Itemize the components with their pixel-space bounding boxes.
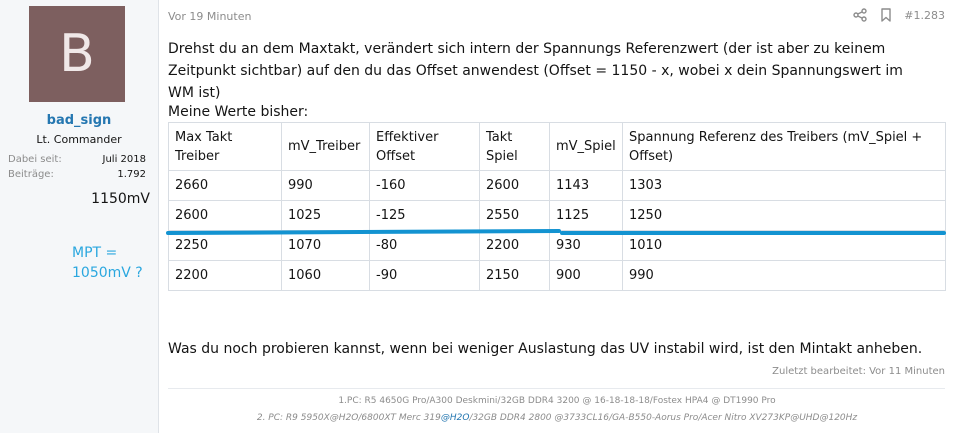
signature-line-2-part-a: 2. PC: R9 5950X@H2O/6800XT Merc 319 [256,413,441,423]
table-cell: 2600 [168,200,282,231]
signature-line-1: 1.PC: R5 4650G Pro/A300 Deskmini/32GB DD… [338,396,776,406]
posts-value: 1.792 [117,169,146,180]
table-cell: -160 [369,170,480,201]
post-number[interactable]: #1.283 [904,8,945,22]
table-cell: 2660 [168,170,282,201]
table-header-cell: mV_Treiber [281,122,370,171]
annotation-mpt-line1: MPT = [72,245,118,261]
table-row: 2600 1025 -125 2550 1125 1250 [168,200,946,231]
table-cell: 1143 [549,170,623,201]
bookmark-icon[interactable] [878,7,894,23]
table-cell: 2200 [168,260,282,291]
posts-stat: Beiträge: 1.792 [8,169,146,180]
table-header-cell: Spannung Referenz des Treibers (mV_Spiel… [622,122,946,171]
user-title: Lt. Commander [36,133,122,146]
table-cell: 1250 [622,200,946,231]
table-header-cell: mV_Spiel [549,122,623,171]
annotation-voltage: 1150mV [91,191,150,207]
table-cell: 1010 [622,230,946,261]
table-row: 2200 1060 -90 2150 900 990 [168,260,946,291]
last-edited-note: Zuletzt bearbeitet: Vor 11 Minuten [772,366,945,377]
table-cell: -90 [369,260,480,291]
table-cell: -80 [369,230,480,261]
posts-label: Beiträge: [8,169,54,180]
table-cell: 2250 [168,230,282,261]
table-header-cell: Max Takt Treiber [168,122,282,171]
table-cell: -125 [369,200,480,231]
table-cell: 990 [281,170,370,201]
table-cell: 2150 [479,260,550,291]
username-link[interactable]: bad_sign [46,113,112,128]
table-cell: 1303 [622,170,946,201]
joined-value: Juli 2018 [102,154,146,165]
annotation-mpt: MPT = 1050mV ? [72,243,143,283]
table-cell: 1025 [281,200,370,231]
table-header-cell: Takt Spiel [479,122,550,171]
table-row: 2250 1070 -80 2200 930 1010 [168,230,946,261]
table-cell: 2550 [479,200,550,231]
highlight-underline-right [560,231,946,235]
table-row: 2660 990 -160 2600 1143 1303 [168,170,946,201]
table-cell: 1060 [281,260,370,291]
avatar-letter: B [59,24,95,84]
signature-line-2: 2. PC: R9 5950X@H2O/6800XT Merc 319@H2O/… [168,413,946,423]
table-cell: 900 [549,260,623,291]
values-table: Max Takt Treiber mV_Treiber Effektiver O… [168,122,946,291]
post-intro-text: Drehst du an dem Maxtakt, verändert sich… [168,41,903,101]
table-cell: 2600 [479,170,550,201]
user-info-panel: B bad_sign Lt. Commander Dabei seit: Jul… [0,0,159,433]
joined-stat: Dabei seit: Juli 2018 [8,154,146,165]
share-icon[interactable] [852,7,868,23]
table-cell: 930 [549,230,623,261]
table-cell: 1125 [549,200,623,231]
table-cell: 2200 [479,230,550,261]
table-caption: Meine Werte bisher: [168,104,309,120]
signature-line-2-part-b: /32GB DDR4 2800 @3733CL16/GA-B550-Aorus … [469,413,858,423]
signature-link[interactable]: @H2O [440,413,470,423]
post-timestamp[interactable]: Vor 19 Minuten [168,10,252,23]
signature-divider [168,388,945,389]
table-header-cell: Effektiver Offset [369,122,480,171]
annotation-mpt-line2: 1050mV ? [72,265,143,281]
post-outro-text: Was du noch probieren kannst, wenn bei w… [168,341,923,357]
joined-label: Dabei seit: [8,154,62,165]
table-cell: 1070 [281,230,370,261]
post-actions: #1.283 [852,6,945,24]
avatar[interactable]: B [29,6,125,102]
table-cell: 990 [622,260,946,291]
table-header-row: Max Takt Treiber mV_Treiber Effektiver O… [168,122,946,171]
